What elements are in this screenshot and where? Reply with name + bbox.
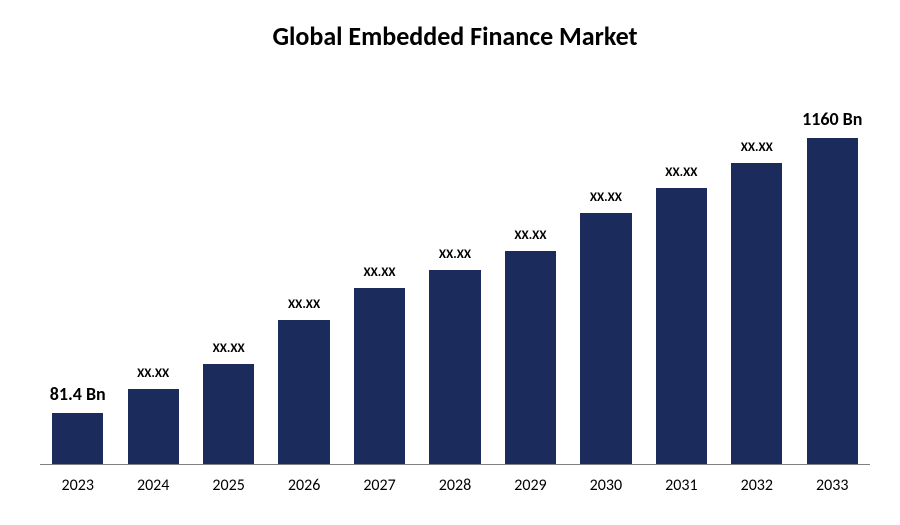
bar: [580, 213, 631, 464]
x-axis-tick: 2031: [644, 476, 719, 495]
x-axis-tick: 2028: [417, 476, 492, 495]
bar: [128, 389, 179, 464]
chart-plot-area: 81.4 BnXX.XXXX.XXXX.XXXX.XXXX.XXXX.XXXX.…: [40, 90, 870, 465]
bar: [203, 364, 254, 464]
bar-slot: XX.XX: [417, 90, 492, 464]
x-axis-tick: 2026: [266, 476, 341, 495]
bar-slot: 81.4 Bn: [40, 90, 115, 464]
bar-slot: 1160 Bn: [795, 90, 870, 464]
bar-value-label: 1160 Bn: [776, 108, 889, 130]
bars-group: 81.4 BnXX.XXXX.XXXX.XXXX.XXXX.XXXX.XXXX.…: [40, 90, 870, 464]
x-axis-tick: 2024: [115, 476, 190, 495]
x-axis-tick: 2029: [493, 476, 568, 495]
chart-container: Global Embedded Finance Market 81.4 BnXX…: [0, 0, 900, 525]
bar: [505, 251, 556, 464]
bar: [731, 163, 782, 464]
x-axis-tick: 2023: [40, 476, 115, 495]
bar: [52, 413, 103, 464]
bar-slot: XX.XX: [568, 90, 643, 464]
bar: [429, 270, 480, 464]
bar-slot: XX.XX: [493, 90, 568, 464]
bar: [354, 288, 405, 464]
bar-slot: XX.XX: [342, 90, 417, 464]
bar: [278, 320, 329, 464]
bar-slot: XX.XX: [719, 90, 794, 464]
x-axis-tick: 2027: [342, 476, 417, 495]
x-axis-tick: 2032: [719, 476, 794, 495]
bar-slot: XX.XX: [191, 90, 266, 464]
x-axis-tick: 2033: [795, 476, 870, 495]
chart-title: Global Embedded Finance Market: [40, 20, 870, 52]
bar-slot: XX.XX: [115, 90, 190, 464]
x-axis: 2023202420252026202720282029203020312032…: [40, 476, 870, 495]
x-axis-tick: 2030: [568, 476, 643, 495]
bar: [656, 188, 707, 464]
x-axis-tick: 2025: [191, 476, 266, 495]
bar: [807, 138, 858, 464]
